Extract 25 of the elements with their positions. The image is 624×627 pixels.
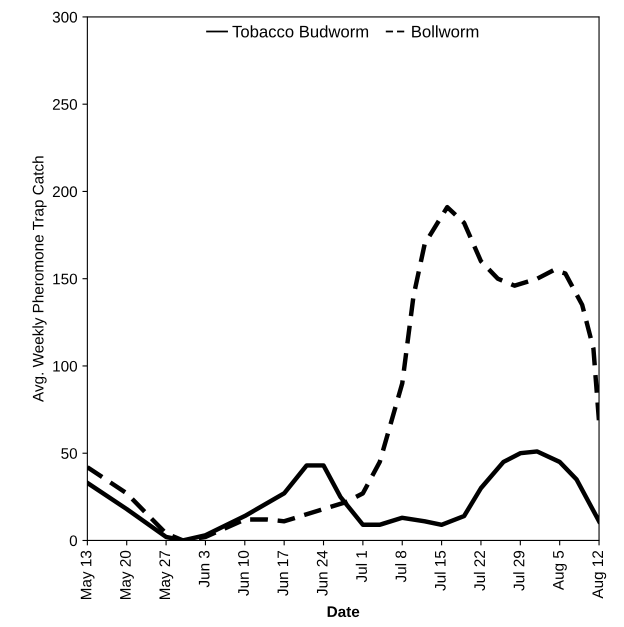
x-axis-title: Date [328, 606, 360, 618]
x-tick-label: May 13 [80, 550, 94, 600]
y-axis-title: Avg. Weekly Pheromone Trap Catch [32, 156, 47, 402]
x-tick-label: Jun 24 [316, 550, 328, 596]
legend-label: Tobacco Budworm [232, 25, 368, 38]
y-tick-label: 0 [70, 535, 78, 546]
x-tick-label: Aug 12 [592, 550, 606, 599]
y-tick-label: 150 [53, 274, 78, 284]
y-tick-label: 300 [52, 12, 78, 23]
x-tick-label: May 27 [159, 550, 174, 600]
x-tick-label: Jul 8 [395, 550, 406, 582]
y-tick-label: 50 [61, 448, 78, 459]
y-tick-label: 100 [53, 360, 78, 372]
x-tick-label: Jul 29 [513, 550, 524, 591]
x-tick-label: Jul 22 [474, 550, 486, 591]
x-tick-label: Jul 1 [356, 550, 367, 582]
legend-label: Bollworm [412, 25, 478, 38]
y-tick-label: 250 [52, 99, 78, 110]
x-tick-label: Jul 15 [434, 550, 446, 591]
x-tick-label: Jun 3 [198, 550, 210, 588]
x-tick-label: Aug 5 [553, 550, 567, 590]
x-tick-label: May 20 [120, 550, 134, 600]
x-tick-label: Jun 17 [278, 550, 288, 596]
y-tick-label: 200 [52, 186, 78, 198]
x-tick-label: Jun 10 [238, 550, 249, 596]
